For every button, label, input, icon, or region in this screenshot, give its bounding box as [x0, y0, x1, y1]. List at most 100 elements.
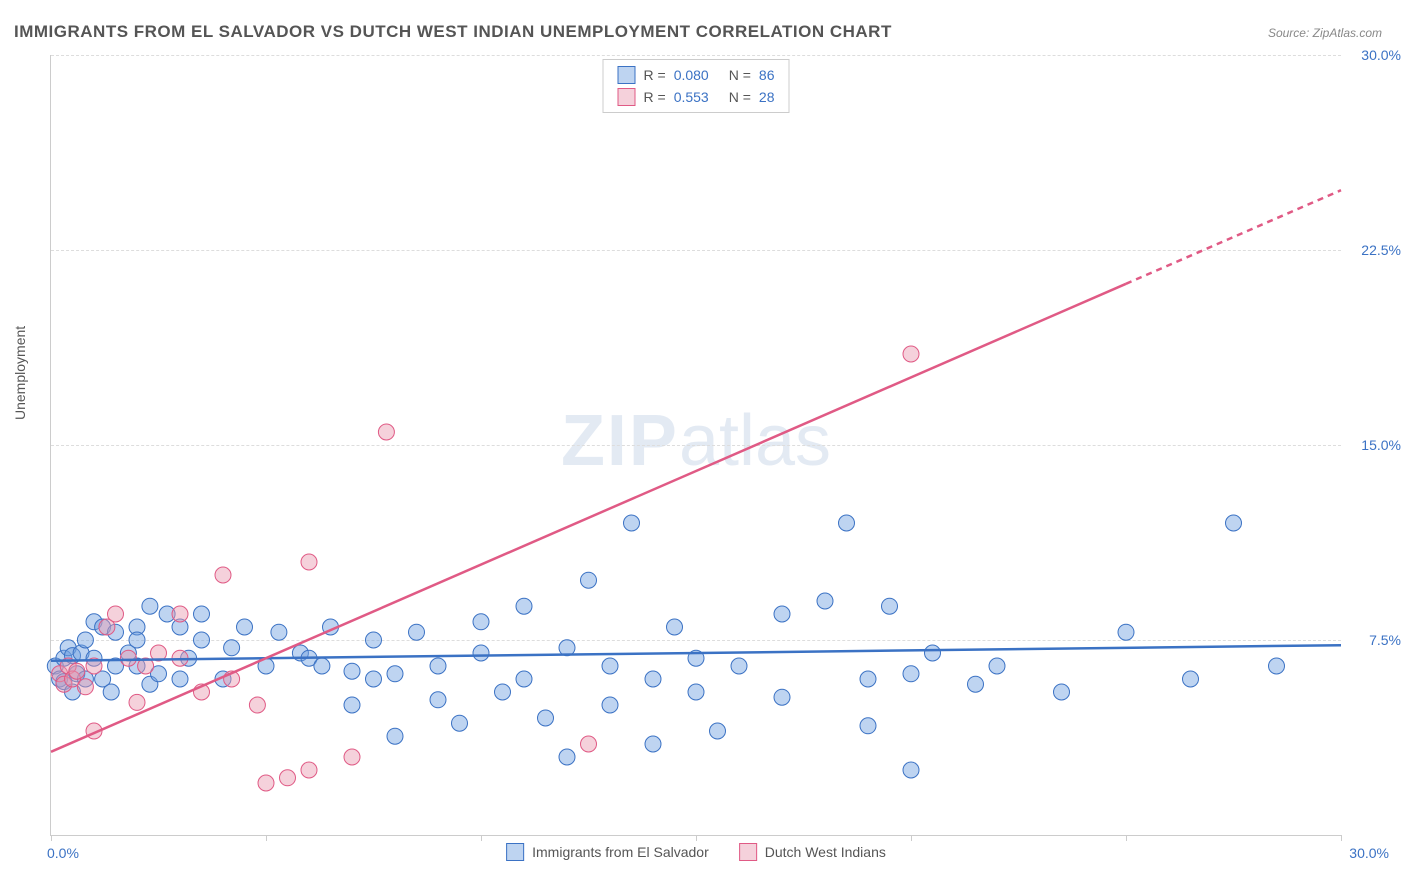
y-tick-label: 7.5%	[1369, 632, 1401, 648]
data-point	[280, 770, 296, 786]
data-point	[129, 694, 145, 710]
legend-swatch-blue	[618, 66, 636, 84]
legend-row-1: R = 0.080 N = 86	[618, 64, 775, 86]
data-point	[172, 671, 188, 687]
data-point	[344, 749, 360, 765]
data-point	[314, 658, 330, 674]
legend-n-value-1: 86	[759, 67, 775, 83]
legend-n-label: N =	[729, 67, 751, 83]
data-point	[378, 424, 394, 440]
chart-title: IMMIGRANTS FROM EL SALVADOR VS DUTCH WES…	[14, 22, 892, 42]
legend-series-1-label: Immigrants from El Salvador	[532, 844, 709, 860]
y-tick-label: 30.0%	[1361, 47, 1401, 63]
data-point	[301, 554, 317, 570]
data-point	[366, 632, 382, 648]
legend-n-value-2: 28	[759, 89, 775, 105]
data-point	[645, 736, 661, 752]
data-point	[538, 710, 554, 726]
legend-r-label: R =	[644, 67, 666, 83]
data-point	[344, 697, 360, 713]
data-point	[301, 762, 317, 778]
legend-n-label: N =	[729, 89, 751, 105]
data-point	[667, 619, 683, 635]
legend-swatch-pink-icon	[739, 843, 757, 861]
legend-swatch-blue-icon	[506, 843, 524, 861]
data-point	[103, 684, 119, 700]
source-label: Source: ZipAtlas.com	[1268, 26, 1382, 40]
x-tick	[51, 835, 52, 841]
data-point	[516, 598, 532, 614]
data-point	[731, 658, 747, 674]
data-point	[645, 671, 661, 687]
data-point	[602, 658, 618, 674]
data-point	[237, 619, 253, 635]
data-point	[120, 650, 136, 666]
data-point	[142, 598, 158, 614]
legend-r-value-1: 0.080	[674, 67, 709, 83]
data-point	[688, 684, 704, 700]
data-point	[903, 762, 919, 778]
data-point	[129, 632, 145, 648]
data-point	[172, 606, 188, 622]
y-tick-label: 22.5%	[1361, 242, 1401, 258]
data-point	[366, 671, 382, 687]
data-point	[860, 671, 876, 687]
x-tick	[481, 835, 482, 841]
data-point	[774, 689, 790, 705]
data-point	[387, 666, 403, 682]
data-point	[774, 606, 790, 622]
data-point	[344, 663, 360, 679]
data-point	[271, 624, 287, 640]
legend-series-2: Dutch West Indians	[739, 843, 886, 861]
data-point	[559, 749, 575, 765]
x-tick	[1341, 835, 1342, 841]
x-axis-start-label: 0.0%	[47, 845, 79, 861]
trend-line-extrapolated	[1126, 190, 1341, 284]
data-point	[69, 663, 85, 679]
data-point	[387, 728, 403, 744]
legend-correlation: R = 0.080 N = 86 R = 0.553 N = 28	[603, 59, 790, 113]
data-point	[602, 697, 618, 713]
data-point	[452, 715, 468, 731]
x-tick	[696, 835, 697, 841]
data-point	[710, 723, 726, 739]
data-point	[108, 606, 124, 622]
y-tick-label: 15.0%	[1361, 437, 1401, 453]
data-point	[1269, 658, 1285, 674]
trend-line	[51, 284, 1126, 752]
legend-series-2-label: Dutch West Indians	[765, 844, 886, 860]
data-point	[1183, 671, 1199, 687]
data-point	[903, 346, 919, 362]
x-tick	[1126, 835, 1127, 841]
x-axis-end-label: 30.0%	[1349, 845, 1389, 861]
data-point	[903, 666, 919, 682]
data-point	[516, 671, 532, 687]
data-point	[1054, 684, 1070, 700]
data-point	[77, 679, 93, 695]
y-axis-label: Unemployment	[12, 326, 28, 420]
data-point	[882, 598, 898, 614]
legend-swatch-pink	[618, 88, 636, 106]
data-point	[215, 567, 231, 583]
data-point	[1118, 624, 1134, 640]
data-point	[968, 676, 984, 692]
legend-row-2: R = 0.553 N = 28	[618, 86, 775, 108]
data-point	[495, 684, 511, 700]
legend-r-label: R =	[644, 89, 666, 105]
data-point	[989, 658, 1005, 674]
data-point	[473, 614, 489, 630]
legend-r-value-2: 0.553	[674, 89, 709, 105]
data-point	[194, 606, 210, 622]
legend-series-1: Immigrants from El Salvador	[506, 843, 709, 861]
data-point	[1226, 515, 1242, 531]
data-point	[925, 645, 941, 661]
data-point	[581, 736, 597, 752]
x-tick	[266, 835, 267, 841]
x-tick	[911, 835, 912, 841]
data-point	[839, 515, 855, 531]
data-point	[817, 593, 833, 609]
data-point	[860, 718, 876, 734]
data-point	[194, 632, 210, 648]
data-point	[77, 632, 93, 648]
plot-area: ZIPatlas 7.5%15.0%22.5%30.0% R = 0.080 N…	[50, 55, 1341, 836]
